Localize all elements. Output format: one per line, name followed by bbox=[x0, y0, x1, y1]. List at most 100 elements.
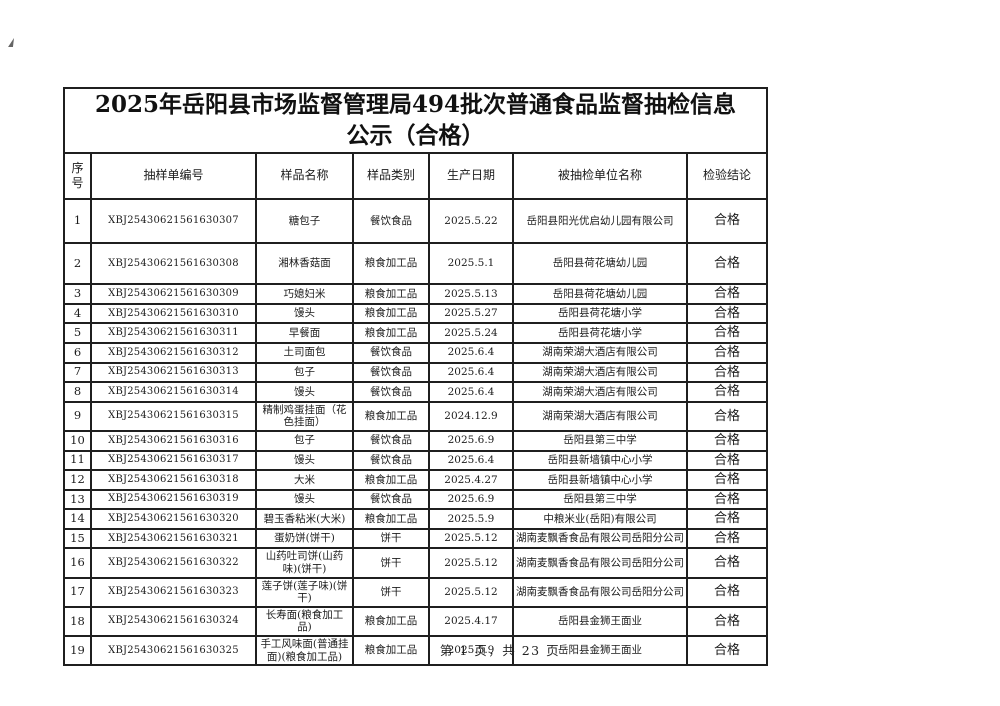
cell-production-date: 2025.5.9 bbox=[428, 508, 514, 530]
cell-category: 粮食加工品 bbox=[352, 400, 430, 432]
cell-sample-name: 莲子饼(莲子味)(饼干) bbox=[255, 576, 354, 608]
cell-sample-id: XBJ25430621561630310 bbox=[90, 302, 257, 325]
cell-sample-name: 馒头 bbox=[255, 488, 354, 511]
cell-production-date: 2025.5.13 bbox=[428, 283, 514, 305]
cell-sample-name: 长寿面(粮食加工品) bbox=[255, 605, 354, 638]
cell-category: 粮食加工品 bbox=[352, 508, 430, 530]
cell-sample-name: 土司面包 bbox=[255, 341, 354, 364]
cell-sample-id: XBJ25430621561630319 bbox=[90, 488, 257, 511]
cell-sample-name: 包子 bbox=[255, 429, 354, 452]
cell-inspected-unit: 岳阳县新墙镇中心小学 bbox=[512, 449, 688, 472]
cell-production-date: 2025.5.12 bbox=[428, 547, 514, 579]
cell-no: 17 bbox=[63, 576, 92, 608]
cell-inspected-unit: 岳阳县荷花塘幼儿园 bbox=[512, 283, 688, 305]
cell-sample-name: 山药吐司饼(山药味)(饼干) bbox=[255, 547, 354, 579]
table-row: 12 XBJ25430621561630318 大米 粮食加工品 2025.4.27 岳阳… bbox=[63, 469, 769, 491]
cell-no: 5 bbox=[63, 322, 92, 344]
cell-category: 餐饮食品 bbox=[352, 361, 430, 384]
cell-production-date: 2025.6.4 bbox=[428, 341, 514, 364]
column-header-no: 序号 bbox=[63, 152, 92, 201]
cell-production-date: 2025.5.9 bbox=[428, 635, 514, 667]
cell-result: 合格 bbox=[685, 381, 769, 403]
table-row: 10 XBJ25430621561630316 包子 餐饮食品 2025.6.9 岳阳县第… bbox=[63, 429, 769, 452]
cell-category: 粮食加工品 bbox=[352, 469, 430, 491]
cell-sample-name: 湘林香菇面 bbox=[255, 242, 354, 286]
cell-category: 饼干 bbox=[352, 527, 430, 550]
cell-result: 合格 bbox=[685, 527, 769, 550]
cell-production-date: 2024.12.9 bbox=[428, 400, 514, 432]
cell-result: 合格 bbox=[685, 508, 769, 530]
table-row: 9 XBJ25430621561630315 精制鸡蛋挂面（花色挂面） 粮食加工品 20… bbox=[63, 400, 769, 432]
cell-no: 15 bbox=[63, 527, 92, 550]
cell-no: 2 bbox=[63, 242, 92, 286]
cell-category: 粮食加工品 bbox=[352, 283, 430, 305]
cell-category: 餐饮食品 bbox=[352, 381, 430, 403]
cell-no: 18 bbox=[63, 605, 92, 638]
cell-sample-id: XBJ25430621561630320 bbox=[90, 508, 257, 530]
cell-inspected-unit: 岳阳县荷花塘小学 bbox=[512, 302, 688, 325]
cell-sample-name: 馒头 bbox=[255, 302, 354, 325]
cell-no: 14 bbox=[63, 508, 92, 530]
page-number: 第 1 页，共 23 页 bbox=[439, 643, 561, 658]
cell-sample-name: 馒头 bbox=[255, 449, 354, 472]
cell-inspected-unit: 岳阳县新墙镇中心小学 bbox=[512, 469, 688, 491]
cell-category: 粮食加工品 bbox=[352, 242, 430, 286]
cell-category: 粮食加工品 bbox=[352, 322, 430, 344]
inspection-table: 2025年岳阳县市场监督管理局494批次普通食品监督抽检信息 公示（合格） 序号抽… bbox=[62, 86, 769, 667]
cell-category: 饼干 bbox=[352, 547, 430, 579]
column-header-result: 检验结论 bbox=[685, 152, 769, 201]
cell-inspected-unit: 岳阳县金狮王面业 bbox=[512, 605, 688, 638]
report-title: 2025年岳阳县市场监督管理局494批次普通食品监督抽检信息 公示（合格） bbox=[62, 86, 769, 155]
cell-sample-name: 精制鸡蛋挂面（花色挂面） bbox=[255, 400, 354, 432]
cell-sample-name: 蛋奶饼(饼干) bbox=[255, 527, 354, 550]
cell-inspected-unit: 湖南麦飘香食品有限公司岳阳分公司 bbox=[512, 576, 688, 608]
cell-result: 合格 bbox=[685, 576, 769, 608]
cell-result: 合格 bbox=[685, 429, 769, 452]
table-row: 7 XBJ25430621561630313 包子 餐饮食品 2025.6.4 湖南荣湖大… bbox=[63, 361, 769, 384]
cell-sample-id: XBJ25430621561630312 bbox=[90, 341, 257, 364]
cell-inspected-unit: 岳阳县第三中学 bbox=[512, 429, 688, 452]
cell-sample-id: XBJ25430621561630317 bbox=[90, 449, 257, 472]
cell-result: 合格 bbox=[685, 400, 769, 432]
table-body: 1 XBJ25430621561630307 糖包子 餐饮食品 2025.5.22 岳阳县… bbox=[63, 198, 769, 667]
cell-sample-name: 早餐面 bbox=[255, 322, 354, 344]
table-row: 11 XBJ25430621561630317 馒头 餐饮食品 2025.6.4 岳阳县新… bbox=[63, 449, 769, 472]
table-header-row: 序号 抽样单编号 样品名称 样品类别 生产日期 被抽检单位名称 检验结论 bbox=[63, 152, 769, 201]
cell-production-date: 2025.6.9 bbox=[428, 488, 514, 511]
cell-no: 9 bbox=[63, 400, 92, 432]
cell-sample-id: XBJ25430621561630313 bbox=[90, 361, 257, 384]
cell-sample-id: XBJ25430621561630316 bbox=[90, 429, 257, 452]
column-header-inspected-unit: 被抽检单位名称 bbox=[512, 152, 688, 201]
table-row: 5 XBJ25430621561630311 早餐面 粮食加工品 2025.5.24 岳阳… bbox=[63, 322, 769, 344]
cell-sample-name: 手工风味面(普通挂面)(粮食加工品) bbox=[255, 635, 354, 667]
cell-result: 合格 bbox=[685, 449, 769, 472]
cell-sample-name: 包子 bbox=[255, 361, 354, 384]
cell-result: 合格 bbox=[685, 302, 769, 325]
cell-result: 合格 bbox=[685, 283, 769, 305]
column-header-sample-id: 抽样单编号 bbox=[90, 152, 257, 201]
cell-inspected-unit: 湖南麦飘香食品有限公司岳阳分公司 bbox=[512, 527, 688, 550]
cell-sample-id: XBJ25430621561630309 bbox=[90, 283, 257, 305]
table-row: 4 XBJ25430621561630310 馒头 粮食加工品 2025.5.27 岳阳县… bbox=[63, 302, 769, 325]
cell-no: 8 bbox=[63, 381, 92, 403]
cell-sample-id: XBJ25430621561630311 bbox=[90, 322, 257, 344]
cell-sample-id: XBJ25430621561630315 bbox=[90, 400, 257, 432]
cell-result: 合格 bbox=[685, 361, 769, 384]
cell-production-date: 2025.6.4 bbox=[428, 361, 514, 384]
scan-artifact-mark bbox=[8, 38, 14, 47]
cell-category: 粮食加工品 bbox=[352, 302, 430, 325]
cell-category: 饼干 bbox=[352, 576, 430, 608]
cell-inspected-unit: 湖南麦飘香食品有限公司岳阳分公司 bbox=[512, 547, 688, 579]
cell-category: 餐饮食品 bbox=[352, 341, 430, 364]
title-row: 2025年岳阳县市场监督管理局494批次普通食品监督抽检信息 公示（合格） bbox=[62, 86, 769, 155]
column-header-category: 样品类别 bbox=[352, 152, 430, 201]
cell-inspected-unit: 湖南荣湖大酒店有限公司 bbox=[512, 400, 688, 432]
cell-inspected-unit: 岳阳县金狮王面业 bbox=[512, 635, 688, 667]
cell-category: 餐饮食品 bbox=[352, 198, 430, 245]
cell-sample-id: XBJ25430621561630318 bbox=[90, 469, 257, 491]
cell-production-date: 2025.5.1 bbox=[428, 242, 514, 286]
table-row: 17 XBJ25430621561630323 莲子饼(莲子味)(饼干) 饼干 2025… bbox=[63, 576, 769, 608]
cell-inspected-unit: 岳阳县荷花塘幼儿园 bbox=[512, 242, 688, 286]
cell-production-date: 2025.5.22 bbox=[428, 198, 514, 245]
cell-result: 合格 bbox=[685, 198, 769, 245]
